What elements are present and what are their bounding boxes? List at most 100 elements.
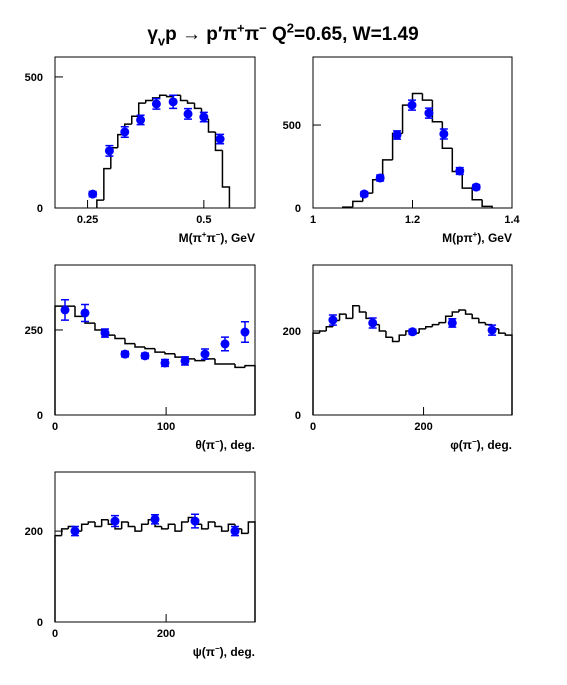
histogram-step [180,521,189,532]
histogram-step [214,131,223,152]
data-point [104,146,114,156]
histogram-step [451,311,459,317]
y-tick-label: 0 [37,410,43,422]
y-tick-label: 0 [295,410,301,422]
histogram-step [114,335,125,340]
histogram-step [124,338,135,345]
y-tick-label: 0 [37,203,43,215]
y-tick-label: 250 [25,325,43,337]
histogram-step [140,523,149,532]
x-axis-label-part: ), deg. [220,645,255,659]
x-axis-label-part: ), deg. [477,438,512,452]
data-point [447,318,457,328]
histogram-step [174,524,182,532]
histogram-step [458,309,466,313]
histogram-step [158,94,167,98]
histogram-step [127,522,135,528]
histogram-step [96,199,104,208]
data-point [120,349,130,359]
data-point [392,130,402,140]
x-axis-label-part: − [215,437,220,446]
chart-title-part: p → p′π [165,24,237,45]
histogram-step [167,523,175,529]
histogram-step [244,364,256,415]
x-tick-label: 1.4 [504,214,520,226]
data-point [190,516,200,526]
histogram-step [325,326,333,331]
data-point [408,327,417,337]
data-point [375,173,385,183]
x-tick-label: 100 [157,421,175,433]
histogram-step [80,523,89,532]
histogram-step [421,93,433,101]
histogram-step [154,348,165,353]
y-tick-label: 200 [283,326,301,338]
x-axis-label-part: ψ(π [193,645,215,659]
y-tick-label: 500 [283,120,301,132]
histogram-step [214,358,225,365]
data-point [140,351,150,361]
data-point [100,328,110,338]
histogram-step [471,314,479,320]
x-axis-label: M(pπ+), GeV [442,230,512,245]
chart-title-part: − [259,20,267,35]
histogram-step [54,534,62,622]
chart-title-part: γ [147,24,158,45]
x-tick-label: 0 [52,421,58,433]
y-tick-label: 0 [295,203,301,215]
data-point [199,112,209,122]
histogram-step [338,313,347,321]
x-tick-label: 0.25 [77,214,98,226]
histogram-step [165,95,174,98]
x-axis-label: θ(π−), deg. [195,437,255,452]
x-axis-label-part: π [206,231,215,245]
data-point [136,115,146,125]
histogram-step [207,118,216,133]
data-point [80,308,90,318]
x-axis-label: M(π+π−), GeV [179,230,255,245]
histogram-step [164,352,175,355]
data-point [160,358,170,368]
histogram-step [481,199,493,208]
data-point [359,189,369,199]
histogram-step [151,97,160,101]
y-tick-label: 200 [25,526,43,538]
histogram-step [398,334,406,342]
histogram-step [431,323,440,327]
histogram-step [425,326,433,329]
data-point [120,127,130,137]
histogram-step [120,521,129,529]
histogram-step [103,167,111,201]
data-point [230,526,240,536]
data-point [151,99,161,109]
data-point [180,356,190,366]
histogram-step [186,100,195,104]
x-axis-label-part: M(π [179,231,202,245]
data-point [328,315,338,325]
histogram-step [461,171,473,189]
histogram-step [234,363,245,369]
histogram-step [318,330,327,334]
histogram-step [497,328,506,334]
histogram-step [438,321,446,325]
data-point [150,514,160,524]
histogram-step [220,526,229,532]
histogram-step [100,518,109,527]
histogram-step [391,337,400,343]
data-point [60,305,70,315]
x-tick-label: 200 [157,628,175,640]
data-point [407,100,417,110]
histogram-step [134,343,145,348]
data-point [240,327,250,337]
data-point [88,189,98,199]
x-axis-label-part: + [473,230,478,239]
histogram-step [312,332,320,415]
histogram-step [478,318,486,324]
x-axis-label-part: − [472,437,477,446]
chart-title-part: Q [267,24,287,45]
x-axis-label: ψ(π−), deg. [193,644,255,659]
data-point [368,318,378,328]
histogram-step [193,103,202,110]
